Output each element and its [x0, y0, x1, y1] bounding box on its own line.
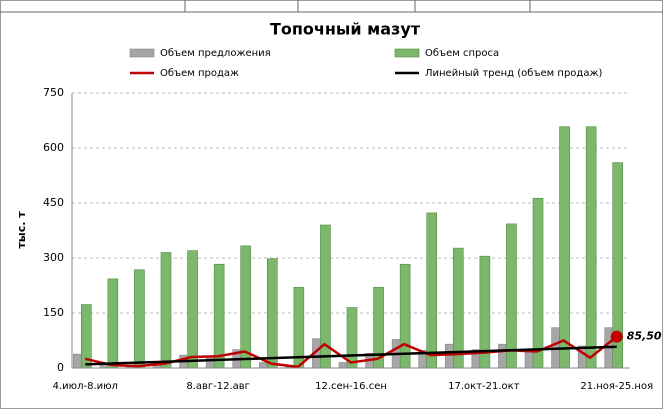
bar [532, 197, 544, 369]
x-tick-label: 17.окт-21.окт [448, 381, 520, 392]
y-tick-label: 600 [43, 141, 64, 154]
bar [205, 356, 216, 369]
legend-label: Линейный тренд (объем продаж) [425, 68, 602, 79]
x-tick-label: 8.авг-12.авг [186, 381, 250, 392]
line [85, 345, 617, 366]
bar [585, 126, 597, 369]
bar [577, 345, 588, 369]
chart-title: Топочный мазут [270, 20, 421, 39]
legend-label: Объем спроса [425, 48, 499, 59]
bar [444, 343, 455, 369]
bar [266, 258, 278, 369]
legend-label: Объем продаж [160, 68, 239, 79]
bar [506, 223, 517, 369]
y-tick-label: 150 [43, 306, 64, 319]
y-axis-label: тыс. т [15, 211, 28, 249]
bar [187, 250, 198, 369]
y-tick-label: 750 [43, 86, 64, 99]
y-tick-label: 0 [57, 361, 64, 374]
bar [72, 353, 83, 369]
end-point [610, 330, 623, 343]
x-tick-label: 12.сен-16.сен [315, 381, 387, 392]
y-tick-label: 450 [43, 196, 64, 209]
annotation: 85,50 [627, 330, 662, 343]
legend-swatch [129, 48, 155, 58]
legend-label: Объем предложения [160, 48, 271, 59]
bar [452, 247, 464, 369]
x-tick-label: 21.ноя-25.ноя [580, 381, 653, 392]
bar [559, 126, 570, 369]
bar [346, 307, 358, 369]
bar [258, 362, 269, 369]
bar [240, 245, 252, 369]
bar [134, 269, 145, 369]
bar [213, 263, 225, 369]
x-tick-label: 4.июл-8.июл [53, 381, 118, 392]
bar [107, 278, 119, 369]
bar [338, 362, 349, 369]
bar [498, 343, 508, 369]
bar [160, 252, 172, 369]
legend-swatch [394, 48, 420, 58]
y-tick-label: 300 [43, 251, 64, 264]
bar [426, 212, 438, 369]
